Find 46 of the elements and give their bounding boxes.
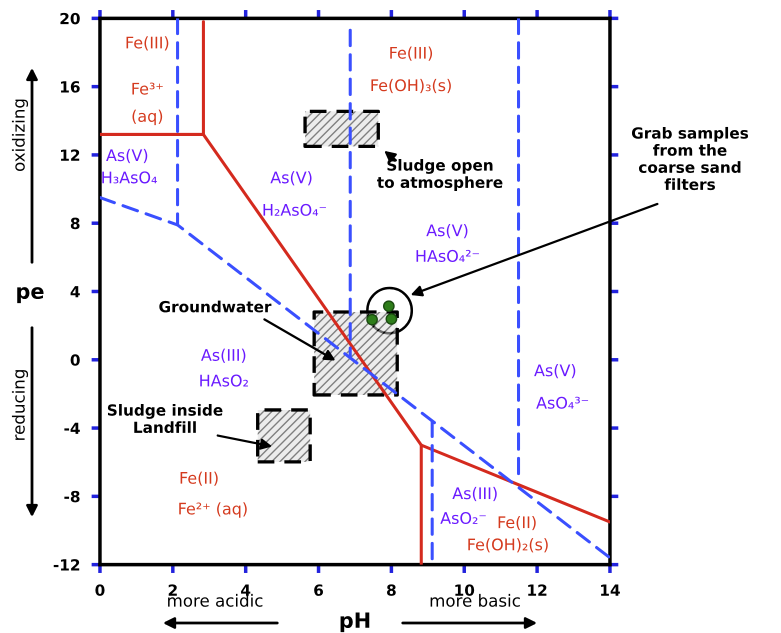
- x-tick-label: 8: [387, 584, 396, 596]
- annotation: Fe(III): [390, 46, 432, 61]
- annotation: As(V): [270, 171, 312, 186]
- y-tick-label: 16: [60, 81, 80, 93]
- annotation: Fe(OH)₃(s): [371, 78, 451, 94]
- annotation: Fe²⁺ (aq): [179, 502, 247, 518]
- annotation: As(V): [106, 148, 148, 164]
- x-tick-label: 4: [241, 584, 250, 596]
- annotation: HAsO₂: [200, 374, 248, 387]
- annotation: Fe(III): [126, 36, 168, 50]
- annotation: Fe(OH)₂(s): [468, 538, 548, 552]
- y-tick-label: -4: [64, 422, 80, 434]
- text: reducing: [12, 370, 28, 440]
- annotation: H₃AsO₄: [102, 171, 157, 184]
- annotation: Groundwater: [159, 300, 272, 312]
- annotation: As(III): [452, 486, 497, 502]
- x-tick-label: 2: [168, 584, 177, 596]
- x-tick-label: 12: [528, 584, 546, 596]
- annotation: H₂AsO₄⁻: [264, 204, 326, 216]
- x-axis-title: pH: [340, 612, 370, 632]
- annotation: Fe(II): [498, 516, 536, 530]
- annotation: Sludge inside Landfill: [108, 404, 222, 434]
- y-axis-title: pe: [17, 287, 44, 304]
- annotation: As(V): [426, 224, 468, 238]
- annotation: AsO₂⁻: [440, 512, 486, 524]
- text: oxidizing: [12, 100, 28, 172]
- y-tick-label: 8: [70, 218, 80, 230]
- y-tick-label: 4: [70, 286, 80, 298]
- y-tick-label: -12: [54, 559, 80, 570]
- annotation: (aq): [132, 110, 162, 126]
- annotation: AsO₄³⁻: [536, 396, 588, 409]
- x-tick-label: 6: [314, 584, 324, 596]
- annotation: As(III): [201, 348, 246, 363]
- x-tick-label: 10: [455, 584, 474, 596]
- x-tick-label: 14: [601, 584, 620, 596]
- y-tick-label: 0: [70, 354, 80, 366]
- annotation: Sludge open to atmosphere: [377, 158, 502, 192]
- annotation: Fe³⁺: [132, 82, 163, 95]
- annotation: HAsO₄²⁻: [416, 250, 479, 262]
- y-tick-label: 20: [60, 12, 80, 24]
- annotation: Fe(II): [180, 472, 218, 486]
- y-tick-label: 12: [60, 149, 80, 161]
- x-tick-label: 0: [95, 584, 105, 596]
- annotation: As(V): [534, 364, 576, 378]
- text: Grab samples from the coarse sand filters: [632, 126, 748, 190]
- y-tick-label: -8: [64, 490, 80, 502]
